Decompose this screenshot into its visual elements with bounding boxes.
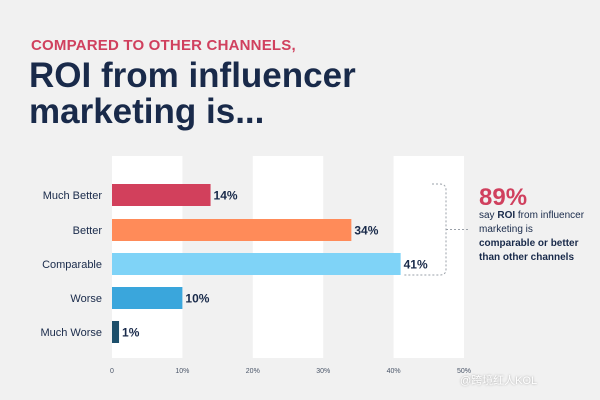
bar bbox=[112, 321, 120, 343]
x-tick-label: 0 bbox=[110, 368, 114, 375]
callout-text: say ROI from influencer marketing is com… bbox=[479, 210, 585, 263]
x-tick-label: 30% bbox=[316, 368, 330, 375]
x-tick-label: 20% bbox=[246, 368, 260, 375]
chart-kicker: COMPARED TO OTHER CHANNELS, bbox=[31, 37, 296, 54]
bar bbox=[112, 287, 183, 309]
watermark: @跨境红人KOL bbox=[460, 375, 538, 387]
category-label: Comparable bbox=[42, 259, 102, 271]
value-label: 10% bbox=[185, 292, 209, 306]
value-label: 14% bbox=[214, 189, 238, 203]
x-tick-label: 50% bbox=[457, 368, 471, 375]
category-label: Better bbox=[73, 225, 103, 237]
value-label: 1% bbox=[122, 326, 140, 340]
bar bbox=[112, 219, 352, 241]
grid-band bbox=[393, 156, 464, 358]
callout-percent: 89% bbox=[479, 184, 528, 211]
bar bbox=[112, 184, 211, 206]
callout-bracket bbox=[404, 183, 470, 276]
x-tick-label: 10% bbox=[175, 368, 189, 375]
category-label: Much Better bbox=[43, 190, 103, 202]
bar bbox=[112, 253, 401, 275]
value-label: 34% bbox=[354, 224, 378, 238]
category-label: Much Worse bbox=[40, 327, 102, 339]
category-label: Worse bbox=[70, 293, 102, 305]
chart-title: ROI from influencer marketing is... bbox=[29, 56, 356, 131]
value-label: 41% bbox=[404, 258, 428, 272]
x-tick-label: 40% bbox=[387, 368, 401, 375]
